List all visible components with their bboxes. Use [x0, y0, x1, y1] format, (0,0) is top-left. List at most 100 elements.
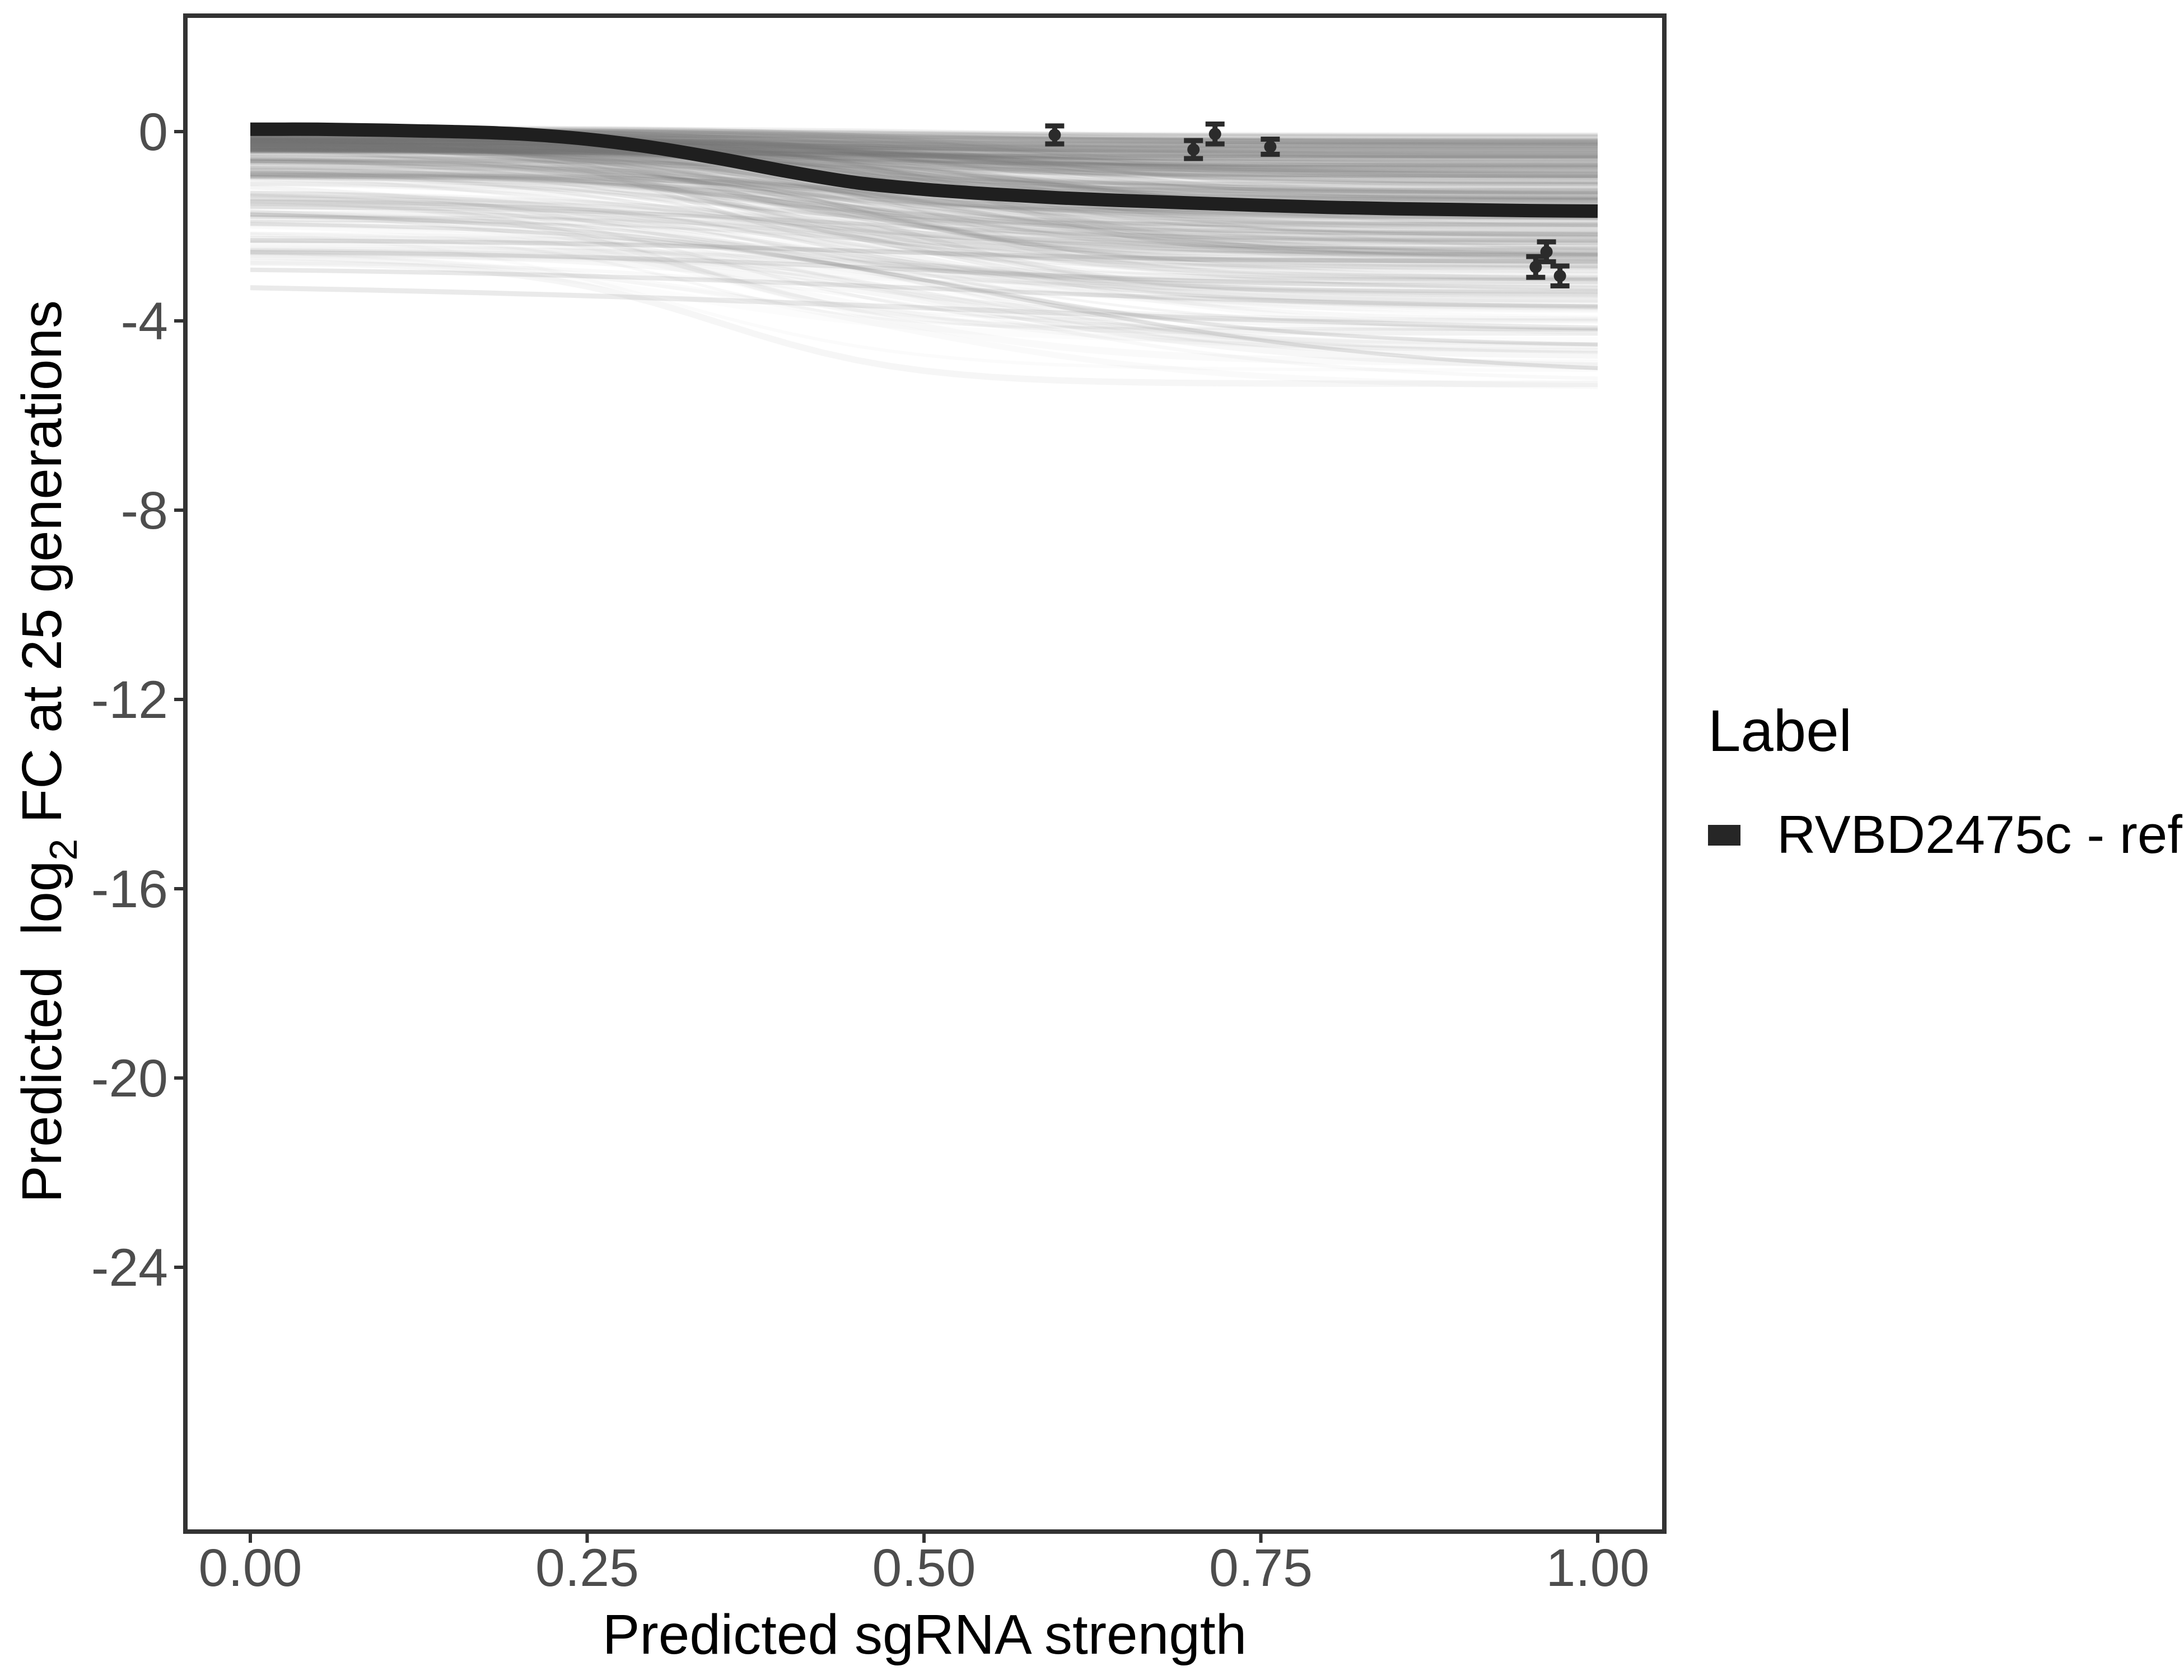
ensemble-curve	[250, 147, 1598, 161]
ensemble-curve	[250, 197, 1598, 310]
outlier-curve	[250, 250, 1598, 290]
ensemble-curve	[250, 172, 1598, 220]
ensemble-curve	[250, 143, 1598, 234]
ensemble-curve	[250, 175, 1598, 226]
ensemble-curve	[250, 136, 1598, 158]
y-tick-label: -4	[121, 292, 168, 351]
ensemble-curve	[250, 236, 1598, 349]
ensemble-curve	[250, 140, 1598, 228]
x-tick-label: 0.75	[1209, 1538, 1313, 1598]
y-tick-label: -24	[91, 1238, 168, 1298]
ensemble-curve	[250, 181, 1598, 298]
ensemble-curve	[250, 162, 1598, 282]
ensemble-curve	[250, 173, 1598, 234]
ensemble-curve	[250, 137, 1598, 152]
point-marker	[1048, 128, 1061, 141]
ensemble-curve	[250, 172, 1598, 252]
ensemble-curve	[250, 173, 1598, 221]
x-tick-label: 0.00	[199, 1538, 302, 1598]
ensemble-curve	[250, 146, 1598, 178]
ensemble-curve	[250, 146, 1598, 166]
ensemble-curve	[250, 167, 1598, 246]
ensemble-curve	[250, 146, 1598, 179]
ensemble-curve	[250, 141, 1598, 204]
ensemble-curve	[250, 149, 1598, 158]
ensemble-curve	[250, 143, 1598, 228]
ensemble-curve	[250, 147, 1598, 179]
ensemble-curve	[250, 148, 1598, 167]
ensemble-curve	[250, 137, 1598, 151]
ensemble-curve	[250, 137, 1598, 157]
y-tick-label: -12	[91, 670, 168, 730]
ensemble-curve	[250, 138, 1598, 174]
ensemble-curve	[250, 141, 1598, 167]
ensemble-curve	[250, 197, 1598, 336]
point-marker	[1208, 128, 1221, 141]
y-axis-title: Predicted log2 FC at 25 generations	[10, 276, 96, 1228]
ensemble-curve	[250, 149, 1598, 194]
ensemble-curve	[250, 137, 1598, 169]
ensemble-curve	[250, 209, 1598, 297]
x-tick-label: 0.50	[872, 1538, 976, 1598]
ensemble-curve	[250, 146, 1598, 155]
ensemble-curve	[250, 136, 1598, 148]
ensemble-curve	[250, 143, 1598, 259]
ensemble-curve	[250, 141, 1598, 199]
ensemble-curve	[250, 167, 1598, 227]
ensemble-curve	[250, 147, 1598, 157]
ensemble-curve	[250, 248, 1598, 370]
ensemble-curve	[250, 140, 1598, 251]
ensemble-curve	[250, 161, 1598, 256]
ensemble-curve	[250, 158, 1598, 251]
ensemble-curve	[250, 137, 1598, 156]
ensemble-curve	[250, 199, 1598, 332]
point-marker	[1553, 269, 1566, 282]
ensemble-curve	[250, 149, 1598, 231]
ensemble-curve	[250, 146, 1598, 166]
ensemble-curve	[250, 140, 1598, 244]
point-marker	[1264, 141, 1277, 153]
ensemble-curve	[250, 136, 1598, 153]
ensemble-curve	[250, 150, 1598, 179]
ensemble-curve	[250, 141, 1598, 152]
ensemble-curve	[250, 135, 1598, 204]
ensemble-curve	[250, 147, 1598, 170]
ensemble-curve	[250, 140, 1598, 227]
ensemble-curve	[250, 149, 1598, 237]
ensemble-curve	[250, 190, 1598, 294]
ensemble-curve	[250, 259, 1598, 388]
ensemble-curve	[250, 141, 1598, 155]
x-tick-label: 1.00	[1546, 1538, 1650, 1598]
ensemble-curve	[250, 215, 1598, 303]
ensemble-curve	[250, 162, 1598, 235]
ensemble-curve	[250, 147, 1598, 168]
ensemble-curve	[250, 144, 1598, 233]
ensemble-curve	[250, 141, 1598, 186]
ensemble-curve	[250, 141, 1598, 178]
ensemble-curve	[250, 146, 1598, 165]
ensemble-curve	[250, 172, 1598, 225]
ensemble-curve	[250, 142, 1598, 194]
ensemble-curve	[250, 141, 1598, 149]
ensemble-curve	[250, 190, 1598, 287]
ensemble-curve	[250, 157, 1598, 202]
ensemble-curve	[250, 147, 1598, 172]
ensemble-curve	[250, 146, 1598, 173]
legend-title: Label	[1708, 698, 1852, 764]
ensemble-curve	[250, 164, 1598, 281]
ensemble-curve	[250, 143, 1598, 179]
ensemble-curve	[250, 148, 1598, 158]
ensemble-curve	[250, 199, 1598, 267]
y-tick-label: -16	[91, 860, 168, 919]
ensemble-curve	[250, 170, 1598, 270]
ensemble-curve	[250, 148, 1598, 160]
legend: Label RVBD2475c - ref	[1708, 701, 2182, 866]
ensemble-curve	[250, 155, 1598, 236]
ensemble-curve	[250, 199, 1598, 283]
ensemble-curve	[250, 173, 1598, 279]
ensemble-curve	[250, 192, 1598, 297]
outlier-curve	[250, 267, 1598, 309]
ensemble-curve	[250, 139, 1598, 151]
ensemble-curve	[250, 137, 1598, 180]
ensemble-curve	[250, 136, 1598, 148]
